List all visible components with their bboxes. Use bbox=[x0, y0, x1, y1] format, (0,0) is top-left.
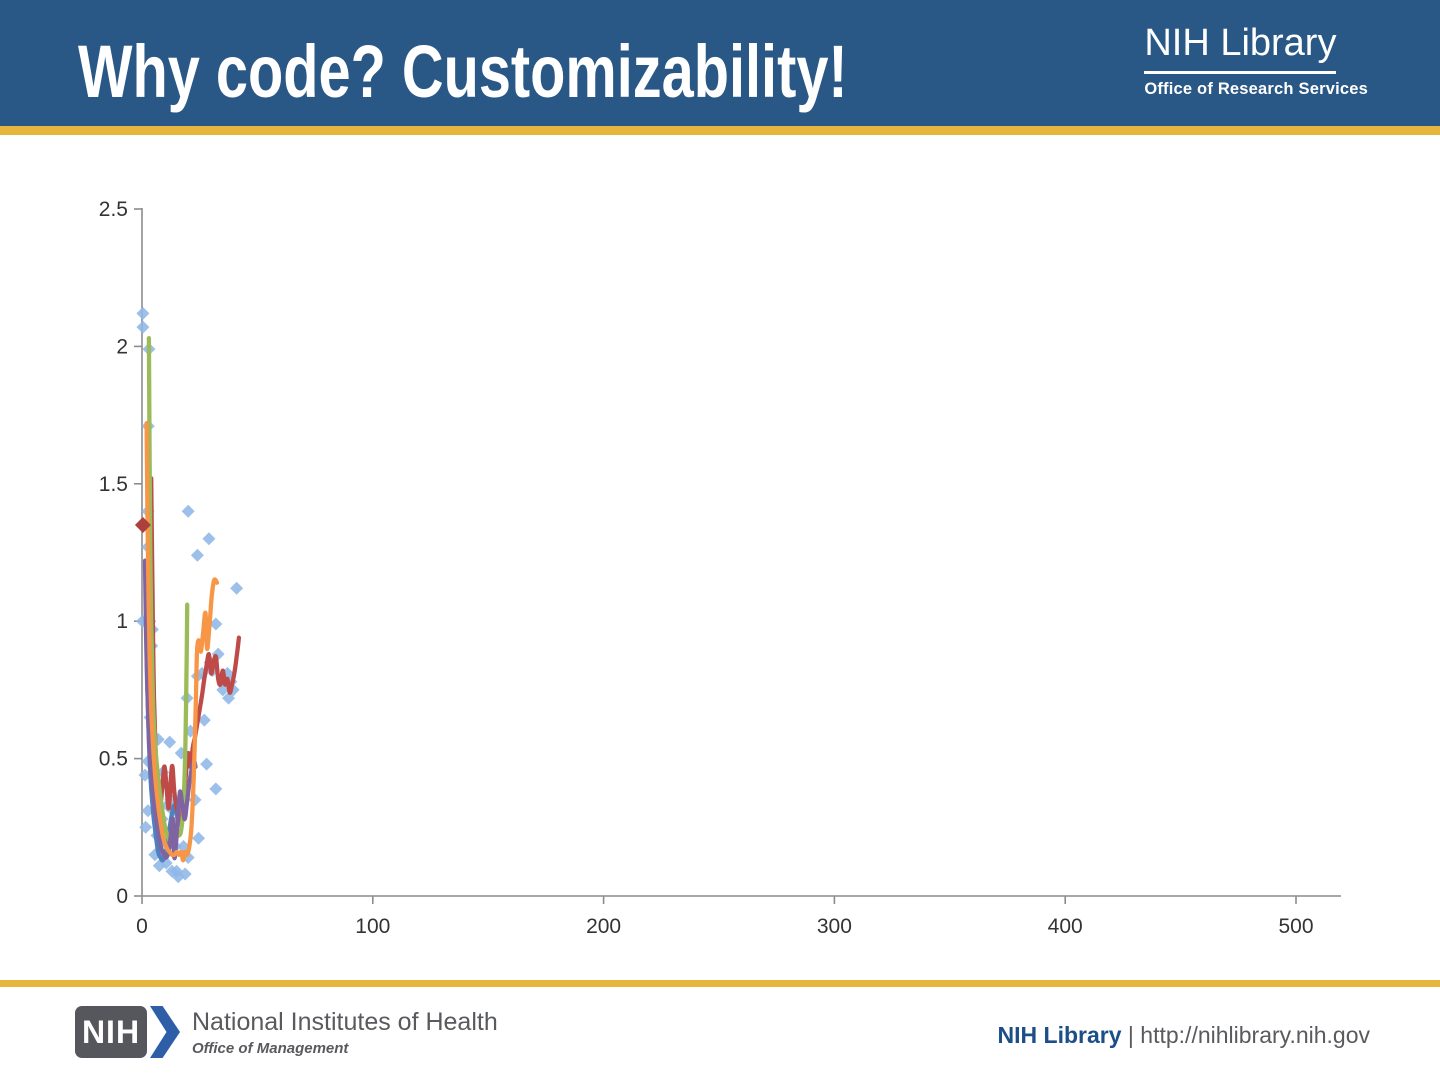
slide-title: Why code? Customizability! bbox=[78, 30, 848, 113]
scatter-observations bbox=[200, 757, 214, 771]
svg-text:2.5: 2.5 bbox=[99, 198, 128, 221]
header-accent-line bbox=[0, 126, 1440, 135]
scatter-observations bbox=[192, 831, 206, 845]
scatter-observations bbox=[197, 713, 211, 727]
svg-text:1: 1 bbox=[116, 610, 128, 633]
scatter-observations bbox=[178, 867, 192, 881]
svg-text:1.5: 1.5 bbox=[99, 473, 128, 496]
svg-text:0: 0 bbox=[136, 915, 148, 938]
nih-footer-logo: NIH National Institutes of Health Office… bbox=[75, 1006, 498, 1058]
svg-text:100: 100 bbox=[355, 915, 390, 938]
svg-text:200: 200 bbox=[586, 915, 621, 938]
svg-text:2: 2 bbox=[116, 335, 128, 358]
line-orange bbox=[144, 421, 220, 863]
scatter-observations bbox=[139, 820, 153, 834]
org-subtitle: Office of Management bbox=[192, 1039, 349, 1057]
svg-text:0.5: 0.5 bbox=[99, 748, 128, 771]
scatter-observations bbox=[136, 306, 150, 320]
scatter-observations bbox=[230, 581, 244, 595]
nih-chevron-icon bbox=[150, 1006, 180, 1058]
svg-text:0: 0 bbox=[116, 885, 128, 908]
scatter-observations bbox=[136, 320, 150, 334]
footer-separator: | bbox=[1121, 1022, 1141, 1048]
scatter-observations bbox=[181, 504, 195, 518]
scatter-observations bbox=[209, 782, 223, 796]
svg-text:500: 500 bbox=[1278, 915, 1313, 938]
footer-accent-line bbox=[0, 980, 1440, 987]
scatter-highlight bbox=[134, 517, 151, 534]
nih-logo-mark: NIH bbox=[75, 1006, 147, 1058]
scatter-observations bbox=[202, 532, 216, 546]
footer-library-link: NIH Library | http://nihlibrary.nih.gov bbox=[998, 1022, 1370, 1049]
footer-url[interactable]: http://nihlibrary.nih.gov bbox=[1140, 1022, 1370, 1048]
header-bar: Why code? Customizability! NIH Library O… bbox=[0, 0, 1440, 126]
line-purple bbox=[142, 558, 198, 861]
org-name: National Institutes of Health bbox=[192, 1007, 498, 1036]
scatter-observations bbox=[190, 548, 204, 562]
scatter-observations bbox=[163, 735, 177, 749]
svg-text:300: 300 bbox=[817, 915, 852, 938]
footer-brand: NIH Library bbox=[997, 1022, 1122, 1048]
scatter-observations bbox=[209, 617, 223, 631]
nih-library-logo-subtitle: Office of Research Services bbox=[1144, 79, 1368, 98]
nih-library-logo: NIH Library Office of Research Services bbox=[1144, 23, 1368, 99]
nih-org-text: National Institutes of Health Office of … bbox=[192, 1008, 498, 1057]
svg-text:400: 400 bbox=[1048, 915, 1083, 938]
nih-library-logo-name: NIH Library bbox=[1144, 23, 1337, 74]
